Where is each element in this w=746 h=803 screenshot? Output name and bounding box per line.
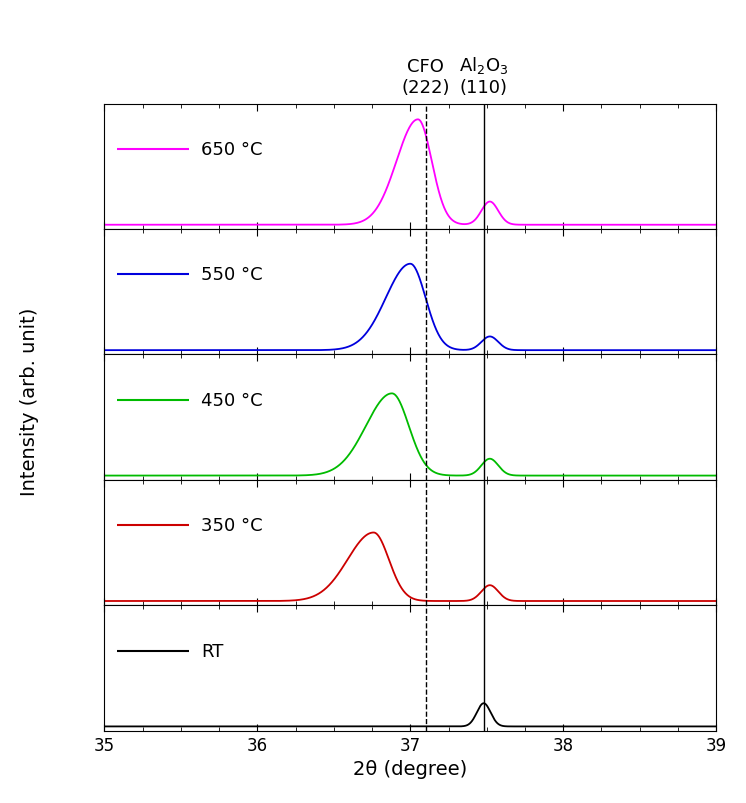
Text: Intensity (arb. unit): Intensity (arb. unit) <box>20 308 40 495</box>
Text: RT: RT <box>201 642 223 660</box>
X-axis label: 2θ (degree): 2θ (degree) <box>353 759 468 778</box>
Text: 550 °C: 550 °C <box>201 266 263 284</box>
Text: 450 °C: 450 °C <box>201 391 263 410</box>
Text: CFO
(222): CFO (222) <box>401 59 450 97</box>
Text: Al$_2$O$_3$
(110): Al$_2$O$_3$ (110) <box>459 55 508 97</box>
Text: 350 °C: 350 °C <box>201 516 263 535</box>
Text: 650 °C: 650 °C <box>201 141 263 159</box>
